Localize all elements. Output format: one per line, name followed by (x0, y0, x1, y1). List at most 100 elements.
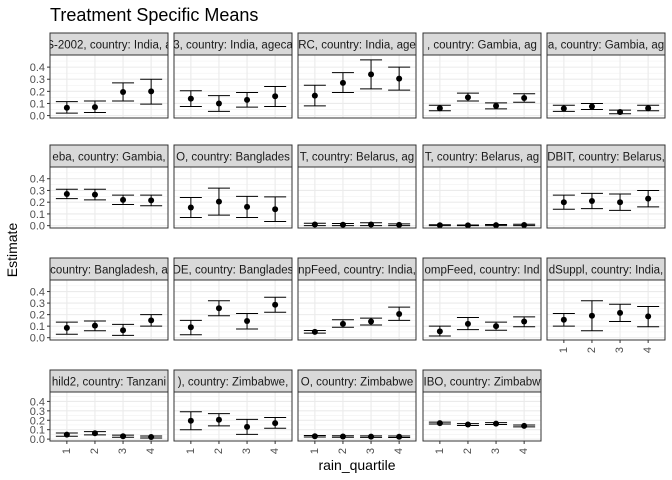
y-tick-label: 0.2 (30, 197, 45, 209)
x-tick-label: 1 (61, 448, 73, 454)
panel-border (173, 391, 293, 442)
estimate-point (311, 433, 318, 440)
estimate-point (617, 108, 624, 115)
facet-panel: T, country: Belarus, ag (297, 144, 417, 229)
estimate-point (368, 221, 375, 228)
facet-panel: hild2, country: Tanzani 0.00.10.20.30.4 1 2… (30, 369, 169, 454)
x-tick-label: 2 (89, 448, 101, 454)
y-tick-label: 0.3 (30, 406, 45, 418)
estimate-point (645, 313, 652, 320)
facet-panel: DE, country: Banglades (173, 257, 293, 341)
panel-background (50, 280, 168, 340)
estimate-point (617, 199, 624, 206)
facet-panel: a, country: Gambia, ag (546, 32, 666, 119)
x-tick-label: 1 (309, 448, 321, 454)
facet-panel: npFeed, country: India, (297, 257, 417, 341)
panel-background (50, 167, 168, 228)
estimate-point (560, 199, 567, 206)
estimate-point (560, 316, 567, 323)
x-tick-label: 1 (434, 448, 446, 454)
facet-strip-label: O, country: Banglades (176, 152, 290, 164)
panel-border (297, 391, 417, 442)
facet-panel: dSuppl, country: India, 1 2 3 4 (546, 257, 666, 353)
y-tick-label: 0.4 (30, 62, 45, 74)
estimate-point (187, 204, 194, 211)
panel-background (298, 55, 416, 118)
estimate-point (215, 100, 222, 107)
facet-strip-label: a, country: Gambia, ag (548, 40, 664, 52)
panel-border (49, 279, 169, 341)
y-tick-label: 0.0 (30, 434, 45, 446)
facet-strip-label: ompFeed, country: Ind (424, 265, 539, 277)
y-tick-label: 0.1 (30, 98, 45, 110)
x-tick-label: 1 (558, 347, 570, 353)
estimate-point (244, 423, 251, 430)
x-tick-label: 3 (614, 347, 626, 353)
estimate-point (368, 318, 375, 325)
chart-title: Treatment Specific Means (50, 5, 258, 25)
facet-strip-label: RC, country: India, age (298, 40, 416, 52)
facet-panel: S-2002, country: India, a 0.00.10.20.30.4 (30, 32, 169, 123)
y-tick-label: 0.3 (30, 298, 45, 310)
estimate-point (120, 196, 127, 203)
panel-border (49, 391, 169, 442)
facet-panels: S-2002, country: India, a0.00.10.20.30.4… (30, 32, 666, 454)
estimate-point (148, 88, 155, 95)
estimate-point (339, 221, 346, 228)
estimate-point (272, 206, 279, 213)
facet-strip-label: DBIT, country: Belarus, (547, 152, 665, 164)
estimate-point (311, 92, 318, 99)
y-tick-label: 0.3 (30, 74, 45, 86)
y-tick-label: 0.2 (30, 415, 45, 427)
estimate-point (339, 320, 346, 327)
panel-background (423, 280, 541, 340)
estimate-point (493, 102, 500, 109)
facet-panel: ), country: Zimbabwe, 1 2 3 4 (173, 369, 293, 454)
panel-border (173, 166, 293, 229)
facet-strip-label: npFeed, country: India, (298, 265, 416, 277)
y-tick-label: 0.0 (30, 333, 45, 345)
estimate-point (617, 309, 624, 316)
panel-background (174, 280, 292, 340)
panel-background (547, 167, 665, 228)
facet-strip-label: eba, country: Gambia, (52, 152, 165, 164)
estimate-point (464, 320, 471, 327)
facet-strip-label: IBO, country: Zimbabw (424, 377, 542, 389)
facet-panel: T, country: Belarus, ag (422, 144, 542, 229)
estimate-point (120, 327, 127, 334)
facet-panel: country: Bangladesh, a 0.00.10.20.30.4 (30, 257, 169, 345)
estimate-point (311, 221, 318, 228)
panel-border (297, 279, 417, 341)
estimate-point (272, 420, 279, 427)
panel-border (173, 279, 293, 341)
x-tick-label: 4 (642, 347, 654, 353)
estimate-point (436, 105, 443, 112)
x-tick-label: 4 (518, 448, 530, 454)
estimate-point (148, 197, 155, 204)
y-axis-title: Estimate (4, 223, 20, 278)
estimate-point (187, 417, 194, 424)
x-tick-label: 3 (365, 448, 377, 454)
estimate-point (588, 198, 595, 205)
estimate-point (396, 311, 403, 318)
facet-panel: DBIT, country: Belarus, (546, 144, 666, 229)
facet-panel: , country: Gambia, ag (422, 32, 542, 119)
facet-panel: 3, country: India, ageca (173, 32, 293, 119)
estimate-point (560, 105, 567, 112)
facet-strip-label: hild2, country: Tanzani (52, 377, 166, 389)
estimate-point (215, 305, 222, 312)
y-tick-label: 0.1 (30, 425, 45, 437)
panel-border (49, 54, 169, 119)
estimate-point (493, 323, 500, 330)
estimate-point (91, 191, 98, 198)
panel-border (297, 166, 417, 229)
facet-panel: IBO, country: Zimbabw 1 2 3 4 (422, 369, 542, 454)
panel-border (422, 279, 542, 341)
estimate-point (521, 422, 528, 429)
y-tick-label: 0.1 (30, 321, 45, 333)
x-tick-label: 3 (117, 448, 129, 454)
y-tick-label: 0.2 (30, 310, 45, 322)
estimate-point (396, 75, 403, 82)
estimate-point (368, 433, 375, 440)
y-tick-label: 0.4 (30, 174, 45, 186)
